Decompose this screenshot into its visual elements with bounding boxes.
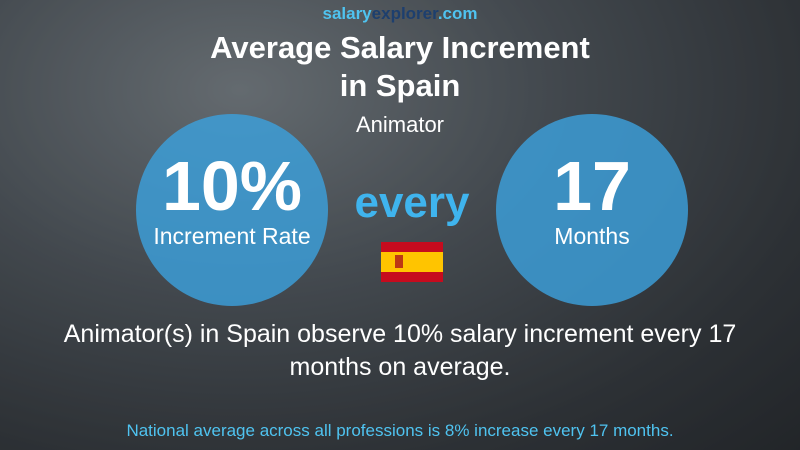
- left-circle: [136, 114, 328, 306]
- every-word: every: [354, 178, 470, 227]
- months-label: Months: [554, 223, 630, 249]
- footer-note: National average across all professions …: [126, 421, 674, 440]
- right-circle: [496, 114, 688, 306]
- title: in Spain: [339, 68, 461, 103]
- spain-flag: [381, 242, 443, 282]
- description: Animator(s) in Spain observe 10% salary …: [63, 320, 737, 381]
- site-part: explorer: [371, 4, 438, 23]
- increment-label: Increment Rate: [153, 223, 311, 249]
- site-name: salaryexplorer.com: [0, 4, 800, 24]
- months-value: 17: [553, 147, 631, 225]
- site-part: .com: [437, 4, 478, 23]
- increment-value: 10%: [161, 147, 303, 225]
- title: Average Salary Increment: [210, 30, 590, 65]
- site-part: salary: [322, 4, 372, 23]
- subtitle: Animator: [355, 112, 445, 137]
